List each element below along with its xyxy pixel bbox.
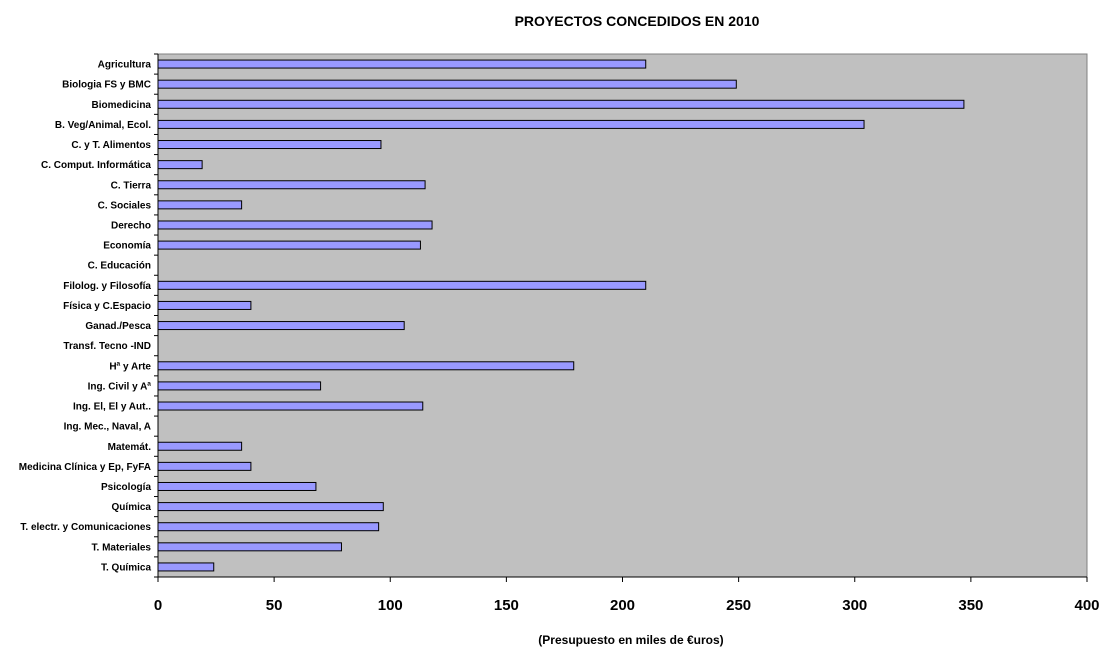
chart-title: PROYECTOS CONCEDIDOS EN 2010 <box>515 13 760 29</box>
bars-group <box>157 59 965 572</box>
category-label: C. Sociales <box>98 200 152 211</box>
x-tick-labels: 0 50 100 150 200 250 300 350 400 <box>154 597 1100 614</box>
category-label: Biologia FS y BMC <box>62 80 151 91</box>
bar <box>157 240 421 250</box>
x-tick-label: 0 <box>154 597 162 614</box>
bar <box>157 180 426 190</box>
bar <box>157 562 215 572</box>
bar <box>157 280 647 290</box>
x-tick-label: 200 <box>610 597 635 614</box>
category-label: Hª y Arte <box>109 361 151 372</box>
category-label: Matemát. <box>108 442 152 453</box>
axes <box>154 53 1088 582</box>
bar <box>157 220 433 230</box>
bar <box>157 542 342 552</box>
x-tick-label: 150 <box>494 597 519 614</box>
bar <box>157 522 380 532</box>
category-label: Física y C.Espacio <box>63 301 151 312</box>
x-tick-label: 300 <box>842 597 867 614</box>
category-label: C. y T. Alimentos <box>71 140 151 151</box>
category-label: Economía <box>103 241 151 252</box>
category-label: B. Veg/Animal, Ecol. <box>55 120 151 131</box>
x-tick-label: 250 <box>726 597 751 614</box>
category-label: Ing. Civil y Aª <box>88 381 152 392</box>
category-labels: Agricultura Biologia FS y BMC Biomedicina B… <box>19 60 152 574</box>
category-label: Filolog. y Filosofía <box>63 281 151 292</box>
category-label: Derecho <box>111 220 151 231</box>
bar <box>157 59 647 69</box>
category-label: Agricultura <box>98 60 152 71</box>
bar <box>157 79 737 89</box>
x-tick-label: 350 <box>958 597 983 614</box>
x-tick-label: 100 <box>378 597 403 614</box>
x-tick-label: 50 <box>266 597 283 614</box>
bar <box>157 441 243 451</box>
category-label: C. Educación <box>88 261 151 272</box>
bar <box>157 481 317 491</box>
category-label: Transf. Tecno -IND <box>63 341 151 352</box>
category-label: C. Tierra <box>111 180 152 191</box>
x-axis-title: (Presupuesto en miles de €uros) <box>538 633 723 647</box>
category-label: Ing. Mec., Naval, A <box>64 422 151 433</box>
category-label: Psicología <box>101 482 151 493</box>
bar <box>157 200 243 210</box>
bar <box>157 119 865 129</box>
bar <box>157 321 405 331</box>
category-label: C. Comput. Informática <box>41 160 151 171</box>
bar <box>157 300 252 310</box>
category-label: Química <box>112 502 152 513</box>
bar <box>157 381 322 391</box>
category-label: Ganad./Pesca <box>85 321 151 332</box>
bar <box>157 401 424 411</box>
category-label: Medicina Clínica y Ep, FyFA <box>19 462 151 473</box>
category-label: T. electr. y Comunicaciones <box>20 522 151 533</box>
category-label: Biomedicina <box>92 100 152 111</box>
bar <box>157 160 203 170</box>
bar <box>157 502 384 512</box>
category-label: T. Química <box>101 562 151 573</box>
bar <box>157 361 575 371</box>
category-label: Ing. El, El y Aut.. <box>73 402 151 413</box>
plot-area <box>157 53 1088 578</box>
bar <box>157 461 252 471</box>
bar <box>157 99 965 109</box>
bar <box>157 140 382 150</box>
category-label: T. Materiales <box>92 542 152 553</box>
x-tick-label: 400 <box>1074 597 1099 614</box>
